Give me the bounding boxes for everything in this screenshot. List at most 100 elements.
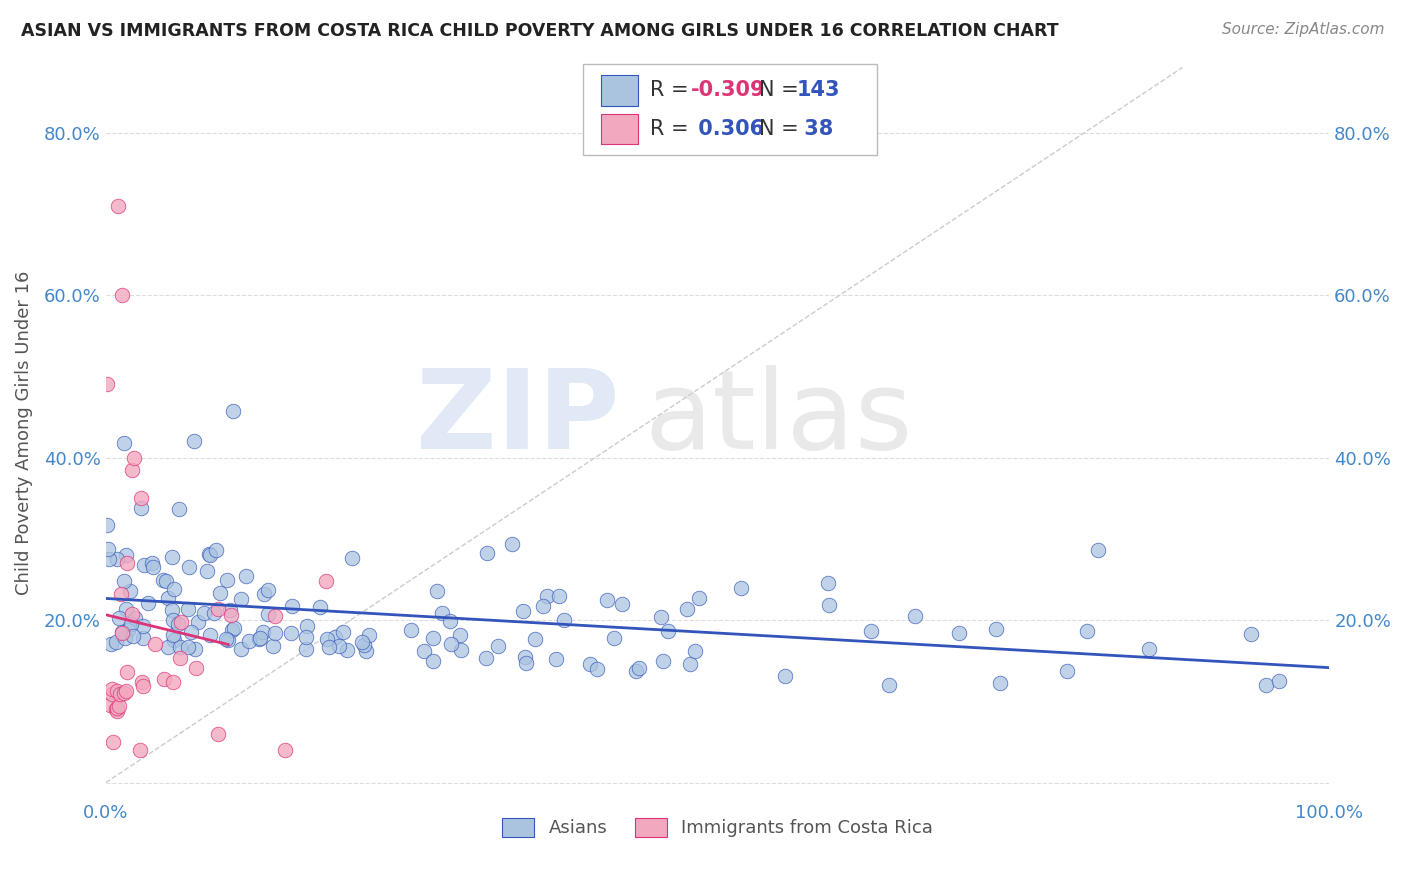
Point: [859, 624, 882, 638]
Point: [328, 639, 350, 653]
Point: [440, 637, 463, 651]
Point: [129, 491, 152, 505]
Point: [183, 434, 205, 449]
Point: [948, 625, 970, 640]
Point: [984, 622, 1007, 636]
Text: ASIAN VS IMMIGRANTS FROM COSTA RICA CHILD POVERTY AMONG GIRLS UNDER 16 CORRELATI: ASIAN VS IMMIGRANTS FROM COSTA RICA CHIL…: [21, 22, 1059, 40]
Point: [105, 701, 128, 715]
Point: [515, 649, 537, 664]
Point: [264, 608, 287, 623]
Point: [238, 633, 260, 648]
Point: [553, 613, 575, 627]
Point: [142, 560, 165, 574]
Point: [399, 623, 422, 637]
Point: [97, 551, 120, 566]
Point: [229, 591, 252, 606]
Point: [108, 611, 131, 625]
FancyBboxPatch shape: [602, 75, 638, 105]
Point: [103, 735, 125, 749]
Point: [169, 640, 191, 655]
Point: [730, 582, 752, 596]
Point: [195, 564, 218, 578]
Point: [773, 669, 796, 683]
Point: [586, 662, 609, 676]
Point: [105, 552, 128, 566]
Point: [134, 558, 156, 572]
Point: [450, 643, 472, 657]
Point: [153, 673, 176, 687]
FancyBboxPatch shape: [583, 64, 876, 155]
Point: [651, 654, 673, 668]
Text: 38: 38: [797, 119, 834, 139]
Text: R =: R =: [650, 119, 696, 139]
Point: [112, 574, 135, 589]
Point: [111, 288, 134, 302]
FancyBboxPatch shape: [602, 113, 638, 145]
Point: [257, 582, 280, 597]
Text: atlas: atlas: [644, 365, 912, 472]
Point: [323, 630, 346, 644]
Point: [512, 604, 534, 618]
Point: [207, 602, 229, 616]
Point: [425, 583, 447, 598]
Point: [685, 644, 707, 658]
Point: [579, 657, 602, 672]
Point: [98, 698, 121, 712]
Point: [114, 684, 136, 698]
Point: [235, 569, 257, 583]
Point: [184, 661, 207, 675]
Point: [124, 610, 146, 624]
Point: [475, 651, 498, 665]
Point: [252, 587, 274, 601]
Point: [162, 628, 184, 642]
Point: [252, 624, 274, 639]
Point: [96, 517, 118, 532]
Point: [340, 550, 363, 565]
Point: [1056, 664, 1078, 678]
Point: [107, 199, 129, 213]
Point: [988, 675, 1011, 690]
Point: [359, 627, 381, 641]
Point: [315, 574, 337, 588]
Text: N =: N =: [759, 80, 806, 100]
Point: [180, 625, 202, 640]
Point: [247, 632, 270, 646]
Point: [129, 743, 152, 757]
Point: [523, 632, 546, 646]
Point: [141, 556, 163, 570]
Point: [143, 637, 166, 651]
Text: -0.309: -0.309: [690, 80, 765, 100]
Point: [117, 624, 139, 638]
Point: [160, 603, 183, 617]
Point: [96, 377, 118, 392]
Point: [120, 617, 142, 632]
Point: [603, 631, 626, 645]
Point: [354, 643, 377, 657]
Point: [114, 631, 136, 645]
Point: [218, 602, 240, 616]
Point: [627, 661, 650, 675]
Point: [318, 640, 340, 654]
Point: [156, 591, 179, 605]
Point: [688, 591, 710, 605]
Point: [101, 681, 124, 696]
Legend: Asians, Immigrants from Costa Rica: Asians, Immigrants from Costa Rica: [495, 810, 941, 845]
Point: [536, 589, 558, 603]
Point: [422, 654, 444, 668]
Point: [111, 626, 134, 640]
Point: [332, 624, 354, 639]
Text: Source: ZipAtlas.com: Source: ZipAtlas.com: [1222, 22, 1385, 37]
Point: [222, 621, 245, 635]
Point: [650, 610, 672, 624]
Point: [679, 657, 702, 671]
Point: [281, 599, 304, 614]
Point: [132, 679, 155, 693]
Point: [262, 639, 284, 653]
Point: [1268, 674, 1291, 689]
Point: [449, 628, 471, 642]
Point: [155, 574, 177, 588]
Point: [295, 642, 318, 657]
Point: [112, 436, 135, 450]
Point: [315, 632, 337, 647]
Point: [501, 536, 523, 550]
